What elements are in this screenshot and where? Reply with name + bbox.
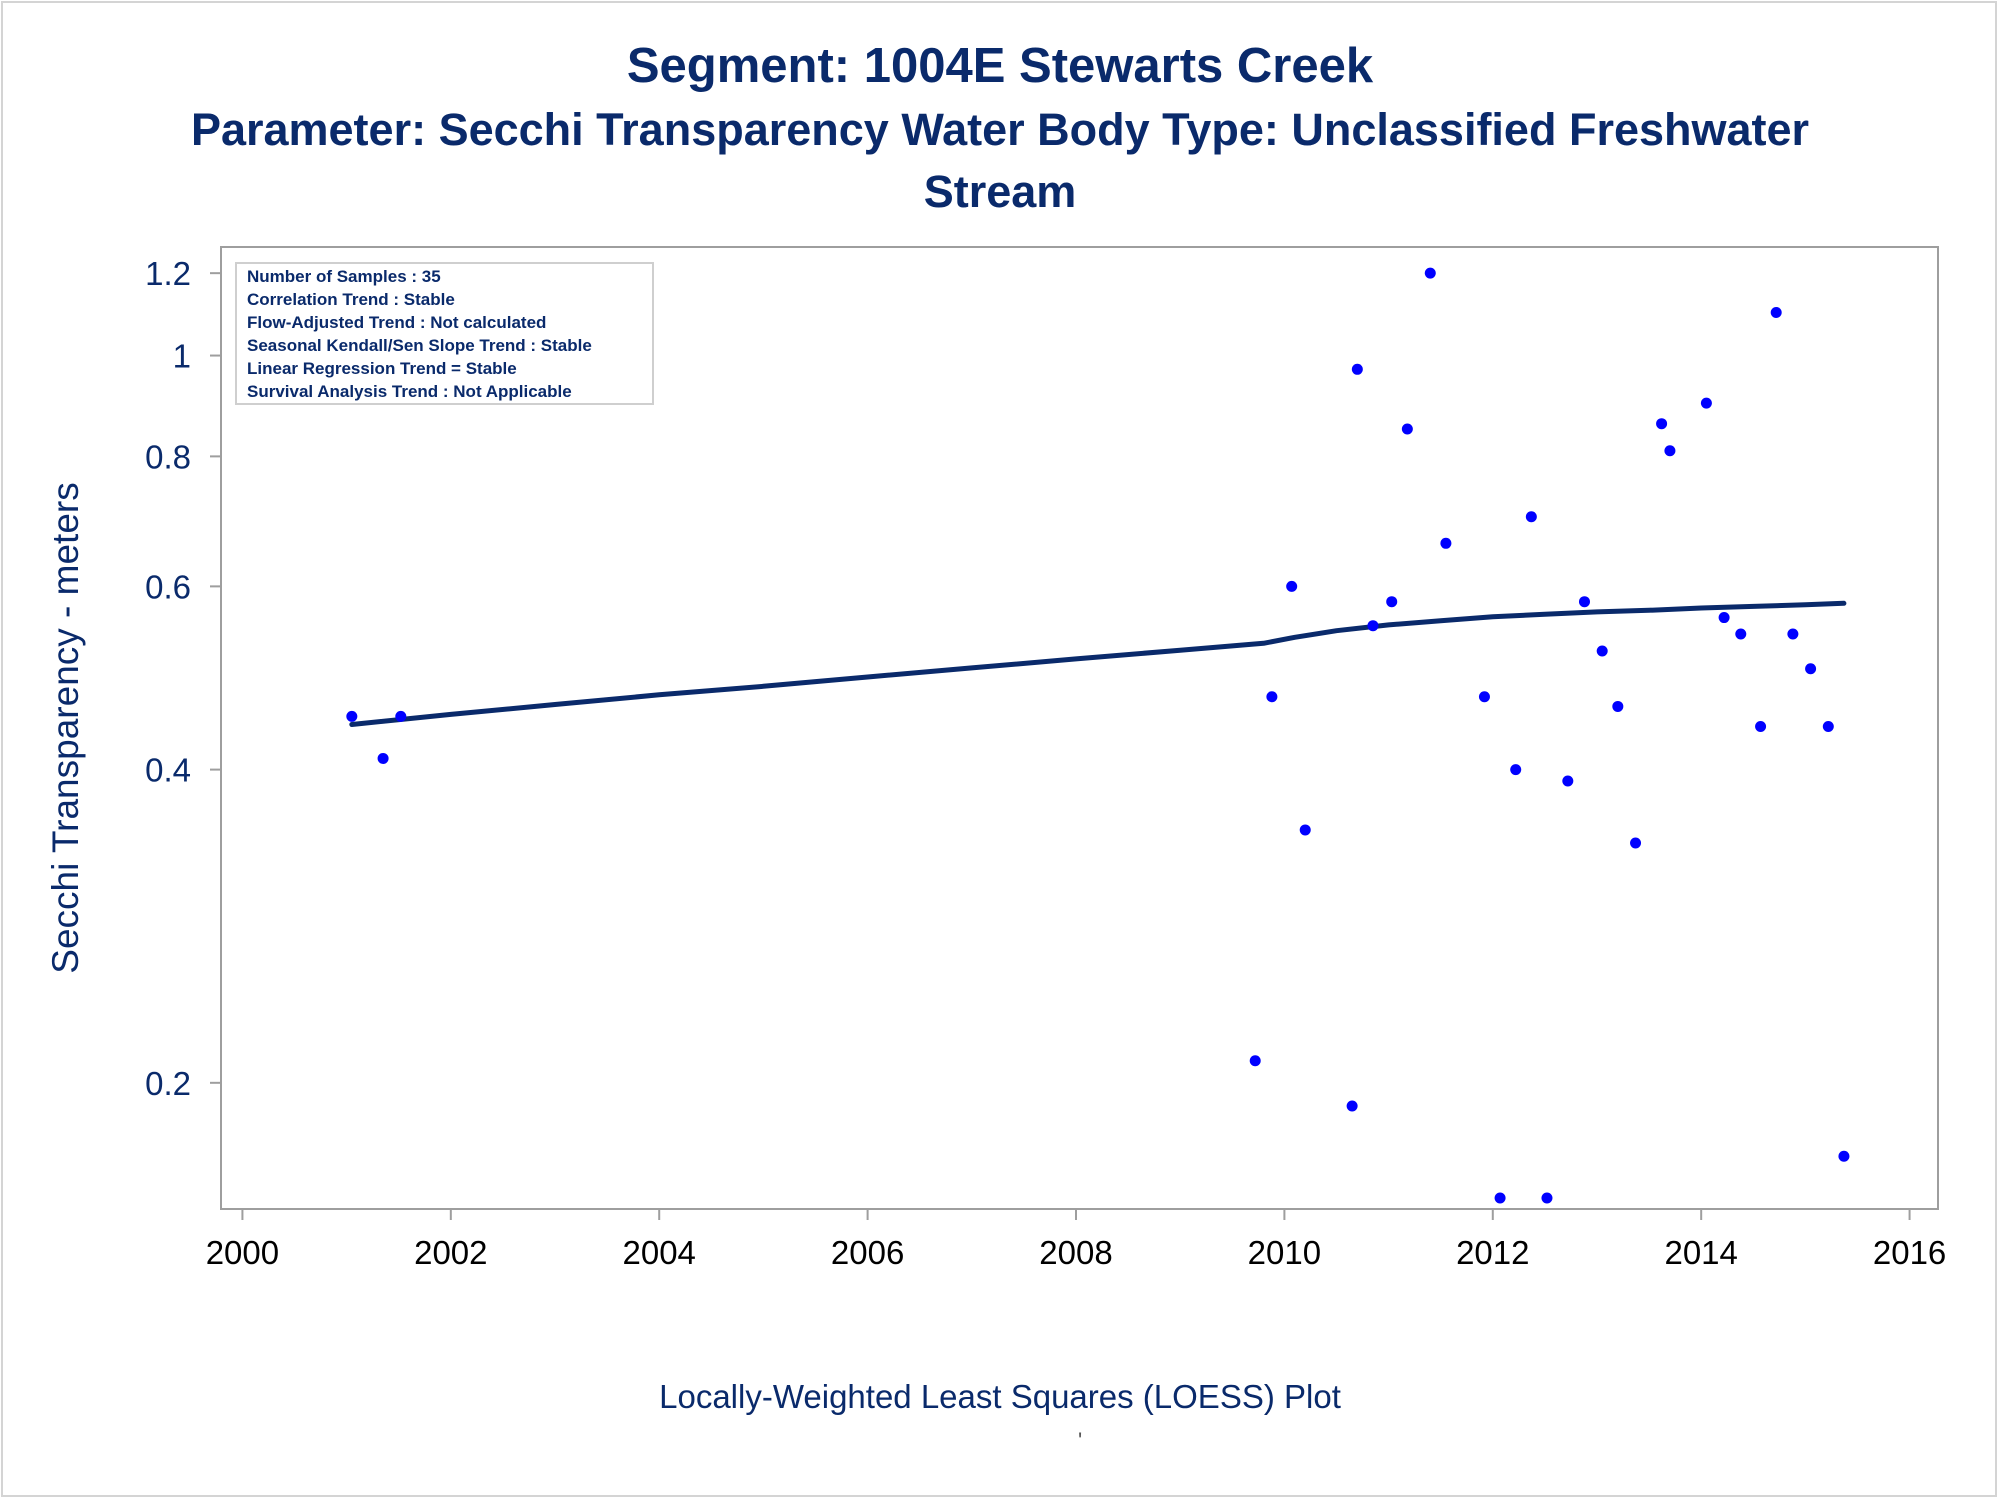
- stats-line: Linear Regression Trend = Stable: [247, 359, 517, 378]
- loess-line: [349, 600, 1847, 727]
- data-point: [1346, 1100, 1358, 1112]
- data-point: [1718, 612, 1730, 624]
- y-tick-label: 0.4: [145, 752, 191, 789]
- x-tick-label: 2002: [414, 1234, 487, 1271]
- stats-line: Survival Analysis Trend : Not Applicable: [247, 382, 572, 401]
- y-tick-label: 0.6: [145, 568, 191, 605]
- chart-title: Segment: 1004E Stewarts Creek: [626, 39, 1374, 93]
- data-point: [1838, 1150, 1850, 1162]
- data-point: [1596, 645, 1608, 657]
- stats-line: Number of Samples : 35: [247, 267, 441, 286]
- data-point: [1612, 700, 1624, 712]
- data-point: [395, 710, 407, 722]
- data-point: [1525, 511, 1537, 523]
- x-tick-label: 2014: [1664, 1234, 1737, 1271]
- data-point: [1386, 596, 1398, 608]
- y-axis-label: Secchi Transparency - meters: [45, 482, 86, 973]
- data-point: [1562, 775, 1574, 787]
- y-tick-label: 0.8: [145, 438, 191, 475]
- plot-border: [220, 246, 1939, 1210]
- y-tick-label: 1: [173, 338, 191, 375]
- data-point: [1578, 596, 1590, 608]
- stats-box-border: [235, 262, 654, 405]
- data-point: [1656, 418, 1668, 430]
- footnote-mark: ': [1078, 1428, 1083, 1453]
- stats-box: Number of Samples : 35 Correlation Trend…: [235, 262, 654, 405]
- data-point: [1249, 1055, 1261, 1067]
- y-tick-label: 1.2: [145, 255, 191, 292]
- data-point: [1440, 537, 1452, 549]
- data-point: [1630, 837, 1642, 849]
- data-point: [1299, 824, 1311, 836]
- stats-line: Correlation Trend : Stable: [247, 290, 455, 309]
- x-tick-label: 2004: [622, 1234, 695, 1271]
- x-tick-label: 2010: [1248, 1234, 1321, 1271]
- data-point: [1541, 1192, 1553, 1204]
- data-point: [1266, 691, 1278, 703]
- stats-line: Seasonal Kendall/Sen Slope Trend : Stabl…: [247, 336, 592, 355]
- chart-subtitle-line-1: Parameter: Secchi Transparency Water Bod…: [190, 104, 1810, 155]
- x-tick-label: 2006: [831, 1234, 904, 1271]
- data-point: [1351, 363, 1363, 375]
- data-point: [1735, 628, 1747, 640]
- data-point: [1805, 663, 1817, 675]
- x-tick-label: 2008: [1039, 1234, 1112, 1271]
- data-point: [1401, 423, 1413, 435]
- x-tick-label: 2000: [206, 1234, 279, 1271]
- data-point: [1494, 1192, 1506, 1204]
- chart-subtitle-line-2: Stream: [923, 166, 1077, 217]
- data-point: [1510, 764, 1522, 776]
- x-tick-label: 2016: [1873, 1234, 1946, 1271]
- data-point: [1367, 620, 1379, 632]
- data-point: [1755, 721, 1767, 733]
- data-point: [377, 752, 389, 764]
- data-point: [1478, 691, 1490, 703]
- data-point: [1664, 445, 1676, 457]
- y-tick-label: 0.2: [145, 1065, 191, 1102]
- stats-line: Flow-Adjusted Trend : Not calculated: [247, 313, 546, 332]
- data-point: [1700, 397, 1712, 409]
- data-point: [1822, 721, 1834, 733]
- data-point: [1770, 306, 1782, 318]
- data-point: [1424, 267, 1436, 279]
- x-tick-label: 2012: [1456, 1234, 1529, 1271]
- plot-footnote: Locally-Weighted Least Squares (LOESS) P…: [659, 1378, 1341, 1415]
- data-point: [1787, 628, 1799, 640]
- plot-area: 2000 2002 2004 2006 2008 2010 2012 2014 2016 0.2 0…: [145, 246, 1946, 1271]
- data-point: [346, 710, 358, 722]
- data-point: [1286, 580, 1298, 592]
